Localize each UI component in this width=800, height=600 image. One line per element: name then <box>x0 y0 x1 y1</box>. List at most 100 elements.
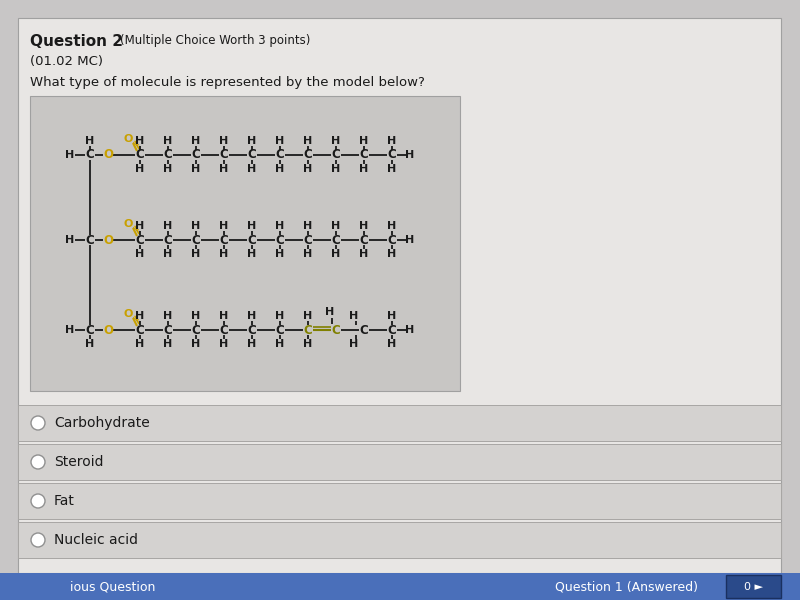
Text: H: H <box>191 136 201 146</box>
Text: H: H <box>359 164 369 174</box>
Text: H: H <box>303 136 313 146</box>
Text: H: H <box>135 311 145 321</box>
Text: (Multiple Choice Worth 3 points): (Multiple Choice Worth 3 points) <box>120 34 310 47</box>
Text: H: H <box>387 221 397 231</box>
Text: Question 1 (Answered): Question 1 (Answered) <box>555 580 698 593</box>
Text: H: H <box>163 164 173 174</box>
Text: C: C <box>248 233 256 247</box>
Text: C: C <box>248 323 256 337</box>
Text: C: C <box>360 233 368 247</box>
Text: H: H <box>275 249 285 259</box>
Text: H: H <box>303 221 313 231</box>
Text: C: C <box>388 323 396 337</box>
Text: H: H <box>66 325 74 335</box>
Text: H: H <box>387 339 397 349</box>
Text: C: C <box>332 233 340 247</box>
Text: C: C <box>192 233 200 247</box>
Text: H: H <box>86 339 94 349</box>
Text: H: H <box>275 221 285 231</box>
Text: H: H <box>406 235 414 245</box>
Text: Fat: Fat <box>54 494 75 508</box>
FancyBboxPatch shape <box>18 522 781 558</box>
Text: C: C <box>304 323 312 337</box>
Text: C: C <box>136 323 144 337</box>
Circle shape <box>31 416 45 430</box>
Circle shape <box>31 455 45 469</box>
Text: C: C <box>220 323 228 337</box>
Text: O: O <box>123 219 133 229</box>
Text: H: H <box>163 221 173 231</box>
Text: H: H <box>387 136 397 146</box>
Text: H: H <box>247 249 257 259</box>
Text: H: H <box>66 150 74 160</box>
Text: H: H <box>275 339 285 349</box>
Text: C: C <box>332 148 340 161</box>
Text: H: H <box>303 249 313 259</box>
Text: H: H <box>350 311 358 321</box>
Text: H: H <box>387 249 397 259</box>
Text: C: C <box>304 148 312 161</box>
Text: Carbohydrate: Carbohydrate <box>54 416 150 430</box>
FancyBboxPatch shape <box>726 575 781 598</box>
Text: H: H <box>163 136 173 146</box>
Text: H: H <box>163 311 173 321</box>
Circle shape <box>31 533 45 547</box>
Text: H: H <box>247 164 257 174</box>
Text: O: O <box>103 148 113 161</box>
Text: H: H <box>303 311 313 321</box>
Text: H: H <box>326 307 334 317</box>
Text: H: H <box>219 249 229 259</box>
Text: H: H <box>275 164 285 174</box>
Text: C: C <box>360 148 368 161</box>
Text: H: H <box>359 221 369 231</box>
Text: H: H <box>331 249 341 259</box>
Text: C: C <box>192 323 200 337</box>
Text: =: = <box>128 137 142 151</box>
Text: C: C <box>220 233 228 247</box>
Text: O: O <box>103 233 113 247</box>
Text: H: H <box>406 150 414 160</box>
Text: H: H <box>219 311 229 321</box>
Text: H: H <box>359 249 369 259</box>
Text: C: C <box>360 323 368 337</box>
Text: H: H <box>247 311 257 321</box>
Text: H: H <box>331 164 341 174</box>
Text: ious Question: ious Question <box>70 580 155 593</box>
Text: C: C <box>388 148 396 161</box>
Text: H: H <box>135 221 145 231</box>
Text: C: C <box>192 148 200 161</box>
Text: H: H <box>219 164 229 174</box>
Text: H: H <box>135 164 145 174</box>
Text: H: H <box>191 249 201 259</box>
Text: O: O <box>103 323 113 337</box>
Text: H: H <box>219 136 229 146</box>
Text: H: H <box>359 136 369 146</box>
Text: =: = <box>128 223 142 236</box>
FancyBboxPatch shape <box>18 405 781 441</box>
Text: H: H <box>247 221 257 231</box>
Text: Question 2: Question 2 <box>30 34 123 49</box>
Text: H: H <box>191 221 201 231</box>
Text: H: H <box>219 339 229 349</box>
Text: H: H <box>135 249 145 259</box>
Text: 0 ►: 0 ► <box>743 581 762 592</box>
Text: C: C <box>164 148 172 161</box>
Text: C: C <box>276 323 284 337</box>
Text: H: H <box>387 311 397 321</box>
Text: (01.02 MC): (01.02 MC) <box>30 55 103 68</box>
Text: C: C <box>332 323 340 337</box>
Text: C: C <box>86 148 94 161</box>
Text: H: H <box>331 136 341 146</box>
Text: O: O <box>123 134 133 144</box>
Text: C: C <box>86 323 94 337</box>
Text: H: H <box>247 339 257 349</box>
FancyBboxPatch shape <box>18 444 781 480</box>
Text: H: H <box>303 339 313 349</box>
Text: C: C <box>136 233 144 247</box>
Text: C: C <box>164 323 172 337</box>
Text: C: C <box>136 148 144 161</box>
Text: What type of molecule is represented by the model below?: What type of molecule is represented by … <box>30 76 425 89</box>
Text: H: H <box>66 235 74 245</box>
Text: C: C <box>276 233 284 247</box>
Text: Steroid: Steroid <box>54 455 103 469</box>
